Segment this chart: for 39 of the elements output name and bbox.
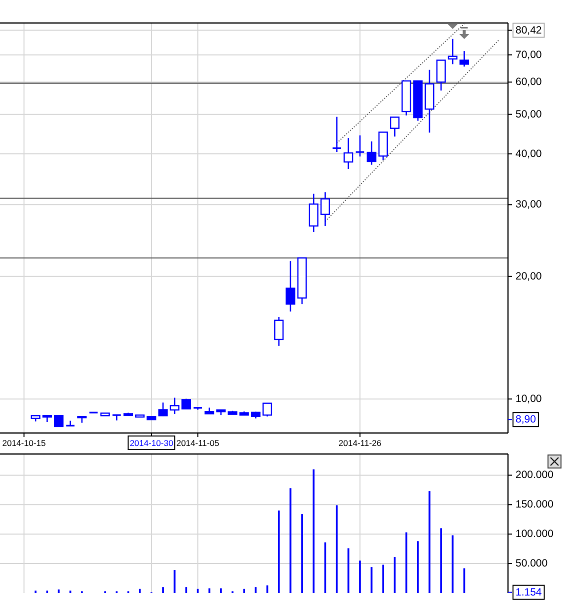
candlestick	[436, 60, 446, 92]
candlestick	[390, 116, 400, 138]
x-tick-label: 2014-10-30	[130, 438, 174, 448]
candlestick	[366, 140, 376, 166]
x-tick-label: 2014-11-26	[338, 438, 382, 448]
y-tick-label: 30,00	[516, 198, 542, 211]
candlestick	[262, 402, 272, 418]
candlestick	[54, 415, 64, 428]
y-tick-label: 50,00	[516, 108, 542, 120]
y-tick-label: 50.000	[516, 558, 548, 570]
candlestick	[355, 134, 365, 158]
y-tick-label: 40,00	[516, 148, 542, 160]
candlestick	[158, 402, 168, 417]
y-tick-label: 8,90	[516, 414, 536, 426]
y-tick-label: 80,42	[516, 24, 542, 36]
x-tick-label: 2014-11-05	[176, 438, 220, 448]
candlestick	[170, 397, 180, 415]
candlestick	[378, 132, 388, 161]
y-tick-label: 100.000	[516, 528, 554, 540]
x-tick-label: 2014-10-15	[2, 438, 46, 448]
candlestick	[344, 138, 354, 170]
line-series	[336, 23, 465, 144]
candlestick	[459, 50, 470, 68]
candlestick	[274, 316, 284, 347]
y-tick-label: 200.000	[516, 469, 554, 482]
y-tick-label: 10,00	[516, 392, 542, 405]
candlestick	[320, 192, 330, 227]
line-series	[324, 39, 500, 222]
y-tick-label: 1.154	[516, 586, 542, 598]
y-tick-label: 150.000	[516, 498, 554, 511]
y-tick-label: 70,00	[516, 48, 542, 61]
candlestick	[448, 38, 458, 65]
y-tick-label: 60,00	[516, 76, 542, 88]
candlestick	[286, 260, 296, 312]
candlestick	[332, 116, 342, 153]
candlestick	[112, 414, 122, 422]
y-tick-label: 20,00	[516, 270, 542, 282]
candlestick	[308, 193, 318, 233]
candlestick	[65, 420, 76, 426]
